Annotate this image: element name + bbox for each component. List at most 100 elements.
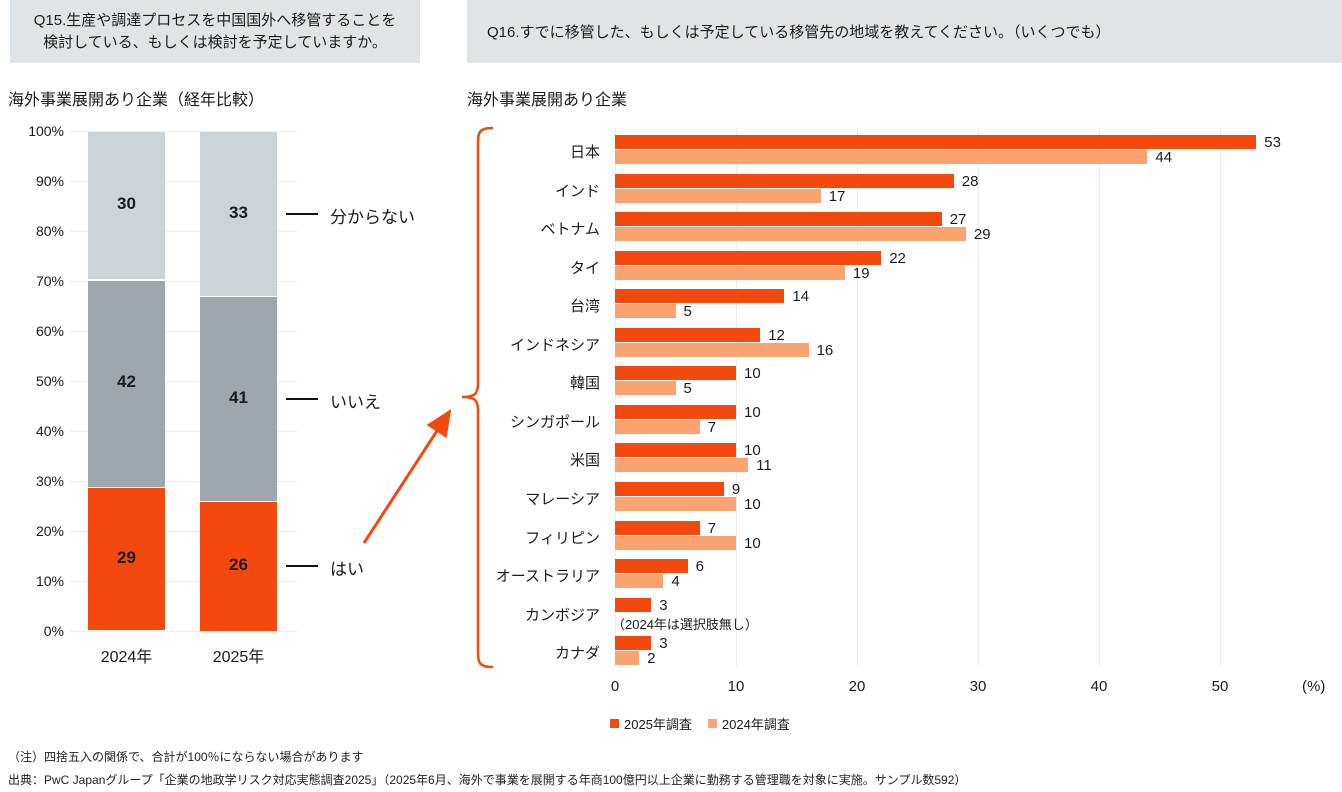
bar-value-label: 4 (671, 573, 680, 591)
bar-2024年調査 (615, 496, 736, 511)
x-axis-category-label: 2025年 (212, 649, 265, 666)
x-axis-unit-label: (%) (1302, 678, 1326, 695)
bar-2024年調査 (615, 535, 736, 550)
curly-brace (461, 126, 494, 669)
callout-label: いいえ (330, 392, 381, 412)
bar-value-label: 53 (1264, 134, 1281, 151)
category-label: フィリピン (525, 529, 600, 547)
bar-value-label: 2 (647, 650, 656, 668)
x-axis-tick-label: 50 (1211, 678, 1229, 695)
category-label: ベトナム (540, 221, 600, 239)
bar-2025年調査 (615, 173, 954, 188)
footnote-source: 出典：PwC Japanグループ「企業の地政学リスク対応実態調査2025」（20… (8, 773, 967, 787)
bar-segment-分からない (88, 132, 165, 279)
bar-2025年調査 (615, 559, 688, 574)
gridline (70, 280, 297, 282)
bar-2024年調査 (615, 188, 821, 203)
bar-value-label: 3 (659, 635, 668, 653)
bar-2024年調査 (615, 651, 640, 666)
bar-value-label: 27 (949, 211, 967, 229)
footnote-rounding: （注）四捨五入の関係で、合計が100％にならない場合があります (8, 750, 364, 764)
bar-value-label: 10 (744, 495, 761, 513)
x-axis-tick-label: 20 (848, 678, 866, 695)
gridline (70, 330, 297, 332)
gridline (1220, 128, 1221, 666)
bar-value-label: 12 (768, 326, 785, 344)
bar-value-label: 10 (744, 442, 761, 460)
bar-segment-はい (88, 488, 165, 631)
bar-2025年調査 (615, 250, 882, 265)
bar-segment-いいえ (200, 297, 277, 501)
bar-value-label: 7 (707, 519, 717, 537)
callout-line (286, 397, 318, 400)
bar-value-label: 42 (117, 372, 136, 392)
callout-line (286, 212, 318, 215)
bar-2024年調査 (615, 265, 845, 280)
bar-2025年調査 (615, 327, 761, 342)
bar-2025年調査 (615, 520, 700, 535)
bar-value-label: 5 (683, 380, 692, 398)
bar-value-label: 7 (707, 418, 717, 436)
bar-value-label: 19 (852, 264, 870, 282)
legend-item: 2024年調査 (707, 714, 790, 733)
bar-value-label: 41 (229, 387, 248, 407)
gridline (1099, 128, 1100, 666)
bar-value-label: 10 (744, 403, 761, 421)
q16-question: Q16.すでに移管した、もしくは予定している移管先の地域を教えてください。（いく… (487, 24, 1111, 41)
y-axis-tick-label: 20% (35, 523, 64, 539)
bar-value-label: 9 (731, 480, 741, 498)
y-axis-tick-label: 80% (35, 223, 64, 239)
bar-2025年調査 (615, 212, 942, 227)
category-label: シンガポール (509, 413, 600, 431)
bar-2025年調査 (615, 366, 736, 381)
gridline (70, 230, 297, 232)
q15-question-line2: 検討している、もしくは検討を予定していますか。 (43, 33, 387, 51)
y-axis-tick-label: 40% (35, 423, 64, 439)
bar-2025年調査 (615, 443, 736, 458)
q15-chart-subtitle: 海外事業展開あり企業（経年比較） (8, 92, 265, 109)
bar-value-label: 44 (1155, 149, 1173, 166)
gridline (70, 130, 297, 132)
bar-value-label: 14 (792, 288, 810, 306)
q16-question-box: Q16.すでに移管した、もしくは予定している移管先の地域を教えてください。（いく… (467, 0, 1342, 63)
category-label: オーストラリア (495, 568, 600, 586)
bar-value-label: 11 (756, 457, 772, 475)
category-label: マレーシア (525, 490, 600, 508)
bar-2024年調査 (615, 227, 966, 242)
q15-question-line1: Q15.生産や調達プロセスを中国国外へ移管することを (33, 11, 397, 29)
bar-2024年調査 (615, 381, 676, 396)
bar-2025年調査 (615, 481, 724, 496)
y-axis-tick-label: 100% (28, 123, 64, 139)
gridline (736, 128, 737, 666)
category-label: インドネシア (509, 336, 600, 354)
category-label: カナダ (554, 645, 600, 663)
legend-item: 2025年調査 (610, 714, 692, 733)
bar-2024年調査 (615, 304, 676, 319)
x-axis-tick-label: 0 (610, 678, 620, 695)
gridline (615, 128, 616, 666)
bar-value-label: 6 (695, 558, 704, 576)
category-label: インド (554, 182, 600, 200)
bar-2024年調査 (615, 342, 809, 357)
y-axis-tick-label: 10% (35, 573, 64, 589)
bar-value-label: 28 (961, 172, 979, 190)
bar-segment-いいえ (88, 280, 165, 487)
gridline (70, 530, 297, 532)
y-axis-tick-label: 60% (35, 323, 64, 339)
q15-question-box: Q15.生産や調達プロセスを中国国外へ移管することを 検討している、もしくは検討… (10, 0, 420, 63)
gridline (70, 630, 297, 632)
callout-label: はい (330, 560, 364, 579)
bar-2024年調査 (615, 419, 700, 434)
bar-2024年調査 (615, 150, 1148, 164)
legend-label: 2024年調査 (721, 717, 790, 732)
bar-value-label: 29 (117, 548, 136, 568)
y-axis-tick-label: 0% (43, 623, 64, 639)
bar-2025年調査 (615, 636, 652, 651)
category-label: 日本 (569, 144, 600, 161)
bar-2024年調査 (615, 458, 749, 473)
missing-data-note: （2024年は選択肢無し） (612, 616, 758, 632)
callout-label: 分からない (330, 207, 415, 227)
bar-value-label: 22 (889, 249, 906, 267)
bar-value-label: 10 (744, 365, 761, 383)
